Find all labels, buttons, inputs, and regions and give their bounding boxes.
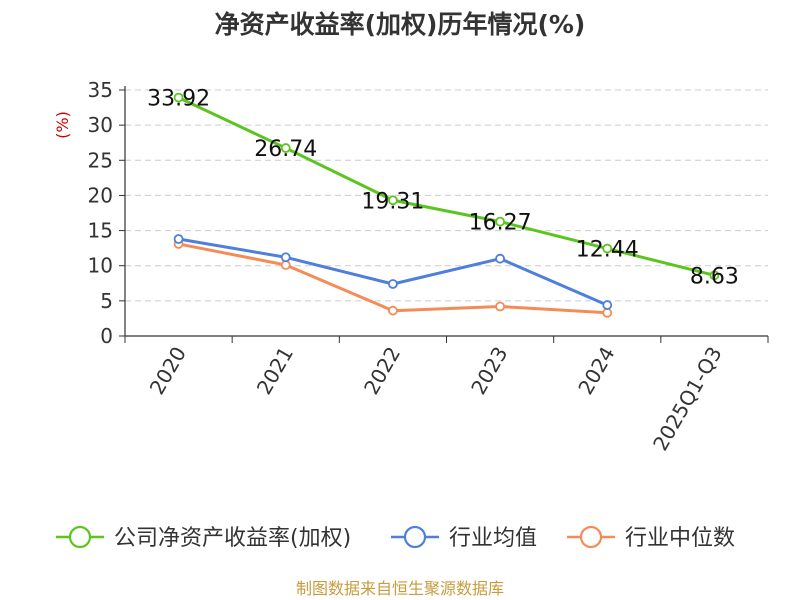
legend: 公司净资产收益率(加权) 行业均值 行业中位数 [56, 525, 735, 551]
legend-item: 行业中位数 [567, 525, 735, 551]
legend-marker [579, 525, 603, 549]
grid-lines [125, 89, 768, 302]
data-label: 26.74 [254, 137, 317, 162]
data-label: 8.63 [690, 264, 739, 289]
data-point-marker [388, 305, 398, 316]
y-tick-label: 35 [88, 78, 113, 102]
series-lines [173, 92, 720, 318]
data-point-marker [280, 143, 291, 153]
data-label: 33.92 [147, 87, 210, 112]
y-axis-label: (%) [53, 111, 72, 139]
data-label: 19.31 [361, 189, 424, 214]
data-point-marker [602, 300, 613, 310]
y-tick-label: 25 [88, 148, 113, 172]
series-line-0 [177, 96, 715, 277]
x-tick-label: 2021 [252, 343, 298, 399]
y-tick-label: 15 [88, 219, 113, 243]
data-labels: 33.92 26.74 19.31 16.27 12.44 8.63 [147, 87, 739, 290]
legend-item: 行业均值 [391, 525, 537, 551]
data-point-marker [602, 307, 613, 318]
data-label: 12.44 [576, 238, 639, 263]
x-tick-label: 2022 [359, 343, 405, 399]
x-tick-label: 2023 [466, 343, 512, 399]
data-point-marker [280, 252, 291, 263]
data-point-marker [388, 279, 398, 289]
x-tick-label: 2025Q1-Q3 [648, 343, 727, 455]
legend-label: 行业中位数 [625, 526, 735, 551]
legend-marker [68, 525, 92, 549]
series-line-1 [178, 237, 608, 307]
data-point-marker [495, 301, 505, 312]
legend-label: 公司净资产收益率(加权) [114, 526, 351, 551]
legend-item: 公司净资产收益率(加权) [56, 525, 351, 551]
data-point-marker [280, 260, 291, 270]
data-point-marker [173, 234, 184, 244]
chart-title: 净资产收益率(加权)历年情况(%) [215, 10, 586, 39]
x-tick-label: 2020 [145, 343, 191, 399]
source-note: 制图数据来自恒生聚源数据库 [296, 579, 504, 598]
data-point-marker [495, 253, 505, 264]
data-label: 16.27 [469, 211, 532, 236]
data-point-marker [388, 195, 398, 206]
data-point-marker [173, 92, 184, 103]
axes: 0 5 10 15 20 25 30 35 2020 2021 2022 2023 2024 2025Q1… [88, 78, 769, 455]
data-point-marker [602, 243, 613, 254]
y-tick-label: 5 [100, 289, 113, 313]
y-tick-label: 20 [88, 183, 113, 207]
y-tick-label: 30 [88, 113, 113, 137]
x-tick-label: 2024 [573, 343, 619, 399]
data-point-marker [495, 216, 505, 227]
y-tick-label: 10 [88, 254, 113, 278]
y-tick-label: 0 [100, 324, 113, 348]
data-point-marker [709, 270, 720, 281]
legend-marker [403, 525, 427, 549]
legend-label: 行业均值 [449, 526, 537, 551]
